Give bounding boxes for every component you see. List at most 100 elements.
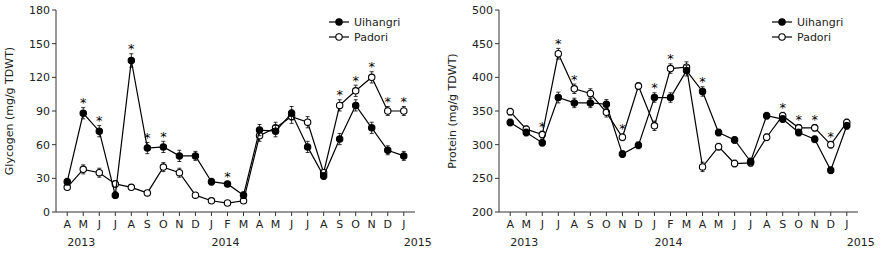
annotation: * <box>619 121 626 136</box>
x-tick <box>355 212 356 216</box>
marker <box>80 110 86 116</box>
x-tick-label: A <box>571 218 579 231</box>
marker <box>128 184 134 190</box>
x-tick-label: S <box>336 218 343 231</box>
y-tick-label: 90 <box>36 105 50 118</box>
marker <box>619 151 625 157</box>
y-tick <box>495 178 499 179</box>
x-tick-label: A <box>699 218 707 231</box>
marker <box>369 125 375 131</box>
marker <box>683 67 689 73</box>
x-tick-label: M <box>682 218 692 231</box>
marker <box>144 145 150 151</box>
x-tick <box>195 212 196 216</box>
x-tick <box>782 212 783 216</box>
marker <box>523 129 529 135</box>
x-tick <box>638 212 639 216</box>
x-tick-label: J <box>652 218 656 231</box>
x-tick <box>131 212 132 216</box>
legend-marker <box>336 34 342 40</box>
marker <box>555 94 561 100</box>
marker <box>385 147 391 153</box>
plot-area <box>507 48 850 173</box>
marker <box>587 90 593 96</box>
annotation: * <box>795 112 802 127</box>
marker <box>320 173 326 179</box>
x-tick <box>371 212 372 216</box>
marker <box>160 164 166 170</box>
x-tick-label: F <box>224 218 230 231</box>
marker <box>240 192 246 198</box>
x-tick-label: M <box>78 218 88 231</box>
year-label: 2014 <box>211 236 239 249</box>
annotation: * <box>160 129 167 144</box>
y-tick-label: 500 <box>472 4 493 17</box>
x-tick <box>718 212 719 216</box>
x-tick <box>846 212 847 216</box>
y-tick-label: 180 <box>29 4 50 17</box>
annotation: * <box>699 74 706 89</box>
year-label: 2014 <box>654 236 682 249</box>
line <box>67 61 404 196</box>
x-tick-label: S <box>144 218 151 231</box>
legend: UihangriPadori <box>329 16 400 44</box>
x-tick <box>163 212 164 216</box>
x-tick-label: J <box>556 218 560 231</box>
year-label: 2015 <box>404 236 432 249</box>
y-tick <box>52 10 56 11</box>
marker <box>779 116 785 122</box>
annotation: * <box>224 169 231 184</box>
x-tick-label: A <box>128 218 136 231</box>
year-label: 2015 <box>847 236 875 249</box>
x-tick <box>510 212 511 216</box>
marker <box>96 128 102 134</box>
marker <box>731 137 737 143</box>
x-tick <box>227 212 228 216</box>
line <box>510 71 847 171</box>
x-tick-label: N <box>618 218 626 231</box>
marker <box>651 123 657 129</box>
x-tick-label: J <box>540 218 544 231</box>
x-tick-label: J <box>113 218 117 231</box>
x-tick <box>542 212 543 216</box>
marker <box>256 127 262 133</box>
marker <box>539 139 545 145</box>
y-tick <box>52 212 56 213</box>
annotation: * <box>385 94 392 109</box>
marker <box>160 144 166 150</box>
annotation: * <box>667 51 674 66</box>
x-tick-label: A <box>320 218 328 231</box>
y-tick <box>495 43 499 44</box>
x-tick-label: S <box>779 218 786 231</box>
marker <box>208 198 214 204</box>
annotation: * <box>336 87 343 102</box>
y-axis-label: Glycogen (mg/g TDWT) <box>3 47 16 175</box>
x-tick-label: D <box>191 218 199 231</box>
legend-label: Padori <box>797 31 831 44</box>
marker <box>796 129 802 135</box>
marker <box>555 51 561 57</box>
marker <box>336 102 342 108</box>
series <box>64 54 407 199</box>
legend-label: Uihangri <box>797 16 843 29</box>
x-tick <box>654 212 655 216</box>
x-tick <box>750 212 751 216</box>
x-tick-label: N <box>811 218 819 231</box>
x-tick <box>814 212 815 216</box>
marker <box>507 108 513 114</box>
x-axis <box>56 212 415 213</box>
legend: Uihangri Padori <box>772 16 843 44</box>
annotation: * <box>651 80 658 95</box>
x-tick <box>291 212 292 216</box>
marker <box>635 142 641 148</box>
marker <box>369 74 375 80</box>
series <box>507 48 850 171</box>
x-tick-label: D <box>634 218 642 231</box>
x-tick-label: O <box>602 218 611 231</box>
x-tick <box>211 212 212 216</box>
y-tick-label: 60 <box>36 139 50 152</box>
x-tick-label: O <box>351 218 360 231</box>
x-tick <box>670 212 671 216</box>
marker <box>507 119 513 125</box>
y-tick <box>52 144 56 145</box>
